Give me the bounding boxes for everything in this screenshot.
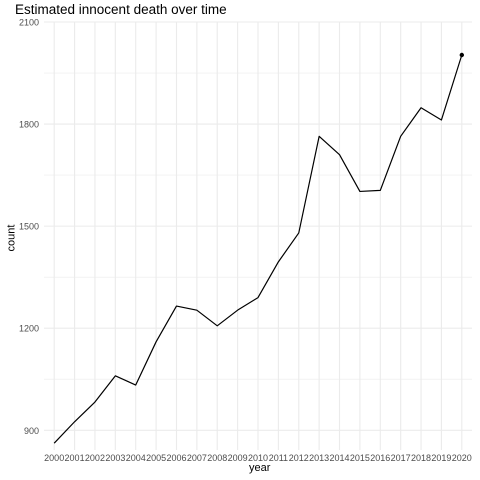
x-tick-label: 2015 (350, 453, 370, 463)
x-tick-label: 2018 (411, 453, 431, 463)
x-tick-label: 2013 (309, 453, 329, 463)
x-axis-label: year (249, 462, 271, 474)
x-tick-label: 2020 (452, 453, 472, 463)
x-tick-label: 2002 (85, 453, 105, 463)
y-tick-label: 1800 (19, 120, 39, 130)
x-tick-label: 2005 (146, 453, 166, 463)
x-tick-label: 2006 (166, 453, 186, 463)
y-tick-label: 1500 (19, 222, 39, 232)
x-tick-label: 2003 (105, 453, 125, 463)
y-tick-label: 1200 (19, 324, 39, 334)
series-line (53, 54, 463, 444)
x-tick-label: 2019 (431, 453, 451, 463)
x-tick-label: 2011 (269, 453, 288, 463)
y-tick-label: 2100 (19, 18, 39, 28)
x-tick-label: 2000 (44, 453, 64, 463)
data-point (459, 52, 465, 58)
x-tick-label: 2014 (330, 453, 350, 463)
chart-title: Estimated innocent death over time (15, 2, 227, 17)
x-tick-label: 2009 (228, 453, 248, 463)
x-tick-label: 2007 (187, 453, 207, 463)
x-tick-label: 2001 (65, 453, 85, 463)
x-tick-label: 2008 (207, 453, 227, 463)
x-tick-label: 2004 (126, 453, 146, 463)
x-tick-label: 2010 (248, 453, 268, 463)
x-tick-label: 2017 (391, 453, 411, 463)
y-tick-label: 900 (24, 426, 39, 436)
x-tick-label: 2012 (289, 453, 309, 463)
x-tick-label: 2016 (370, 453, 390, 463)
